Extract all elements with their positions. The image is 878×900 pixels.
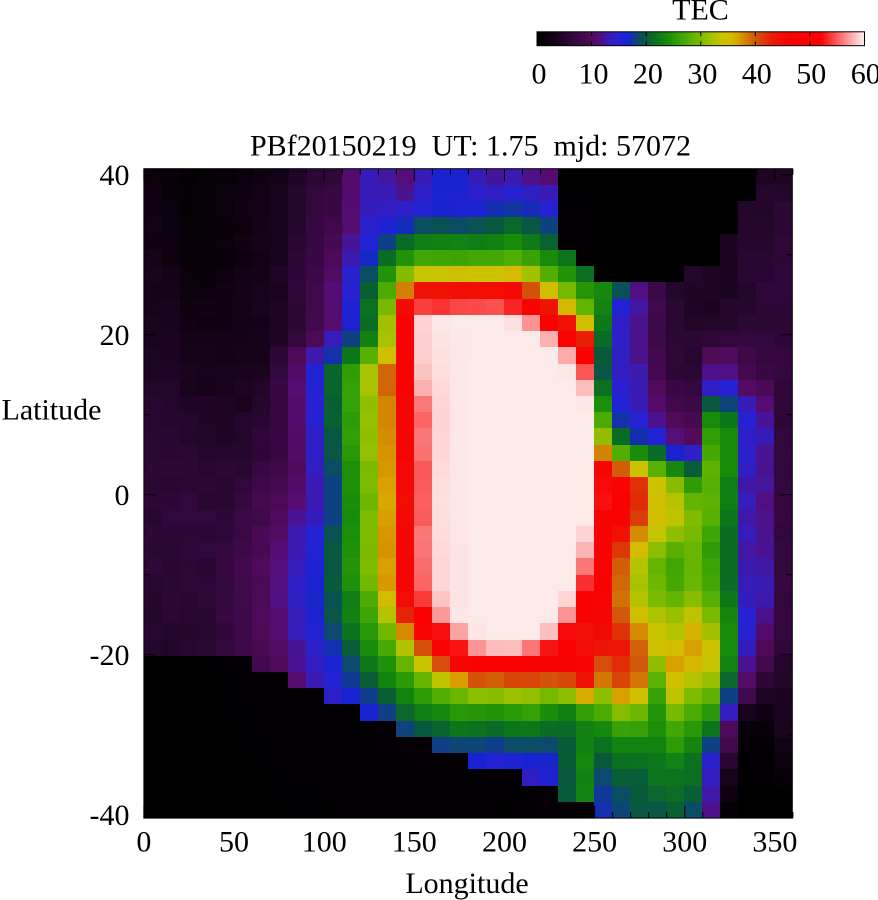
svg-text:300: 300 (662, 825, 707, 858)
svg-text:20: 20 (100, 319, 130, 352)
svg-text:350: 350 (752, 825, 797, 858)
svg-text:50: 50 (796, 58, 826, 91)
svg-text:0: 0 (136, 825, 151, 858)
svg-text:200: 200 (482, 825, 527, 858)
svg-text:Latitude: Latitude (2, 394, 102, 427)
svg-text:TEC: TEC (672, 0, 729, 27)
svg-text:30: 30 (687, 58, 717, 91)
svg-text:PBf20150219 UT: 1.75 mjd: 57: PBf20150219 UT: 1.75 mjd: 57072 (250, 130, 691, 163)
svg-text:-40: -40 (90, 799, 130, 832)
svg-text:50: 50 (219, 825, 249, 858)
svg-text:60: 60 (851, 58, 878, 91)
svg-text:-20: -20 (90, 639, 130, 672)
svg-text:250: 250 (572, 825, 617, 858)
svg-text:0: 0 (115, 479, 130, 512)
svg-text:150: 150 (392, 825, 437, 858)
svg-text:0: 0 (532, 58, 547, 91)
svg-text:Longitude: Longitude (405, 867, 528, 900)
svg-text:40: 40 (100, 159, 130, 192)
svg-text:20: 20 (633, 58, 663, 91)
svg-text:100: 100 (302, 825, 347, 858)
svg-text:40: 40 (742, 58, 772, 91)
svg-text:10: 10 (579, 58, 609, 91)
